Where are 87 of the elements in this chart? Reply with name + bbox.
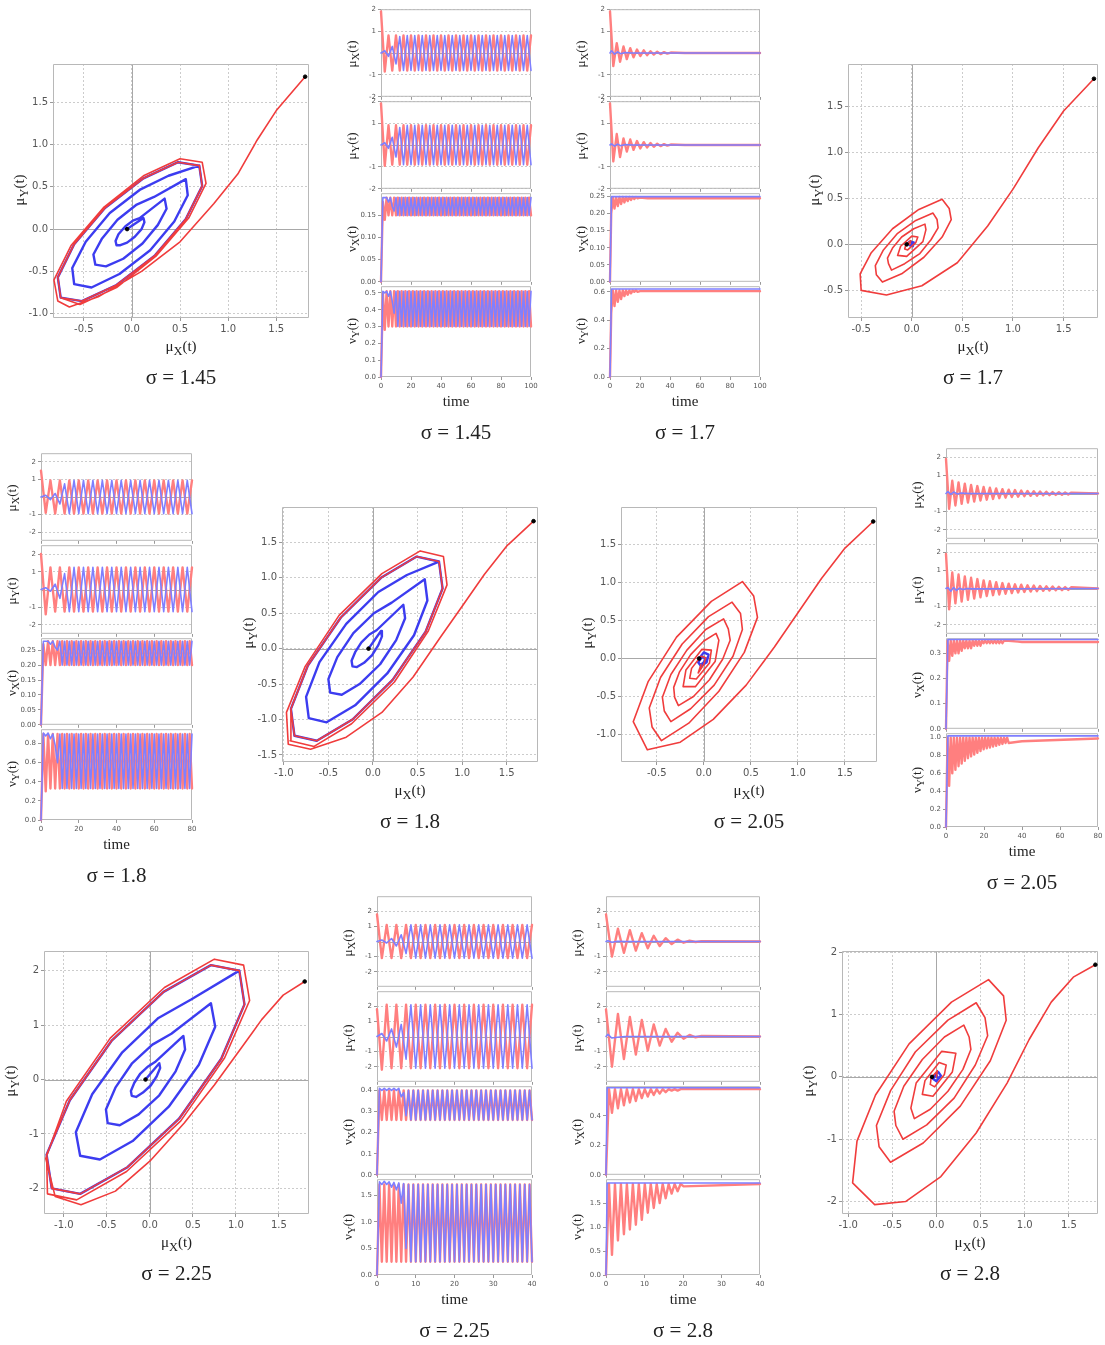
y-tick-label: 1.5	[32, 95, 48, 107]
x-tick-label: 1.0	[227, 1218, 244, 1230]
y-tick-label: -1.0	[257, 713, 277, 725]
text: σ = 2.05	[713, 809, 785, 833]
y-tick-label: -1	[827, 1132, 837, 1144]
x-tick-label: 0.5	[954, 322, 971, 334]
y-tick-label: 2	[32, 964, 39, 976]
y-tick-label: -0.5	[823, 283, 843, 295]
y-tick-label: -0.5	[257, 677, 277, 689]
y-tick-label: -0.5	[596, 690, 616, 702]
y-tick-label: 2	[830, 945, 837, 957]
x-tick-label: 0.0	[141, 1218, 158, 1230]
x-tick-label: 1.5	[270, 1218, 287, 1230]
y-tick-label: -0.5	[28, 265, 48, 277]
y-tick-label: 0.5	[32, 180, 48, 192]
text: σ = 1.8	[380, 809, 440, 833]
y-tick-label: 1.0	[827, 145, 843, 157]
x-axis-title: time	[441, 1291, 468, 1307]
y-tick-label: 1.5	[261, 536, 277, 548]
x-axis-title: μ$_{X}$(t)	[394, 782, 426, 802]
x-tick-label: 0.5	[184, 1218, 201, 1230]
x-tick-label: 1.5	[498, 766, 515, 778]
y-tick-label: -1.0	[28, 307, 48, 319]
x-tick-label: -0.5	[318, 766, 339, 778]
y-tick-label: 0.5	[261, 606, 277, 618]
x-axis-title: μ$_{X}$(t)	[165, 338, 197, 358]
text: σ = 2.8	[653, 1318, 713, 1342]
x-tick-label: 1.0	[220, 322, 237, 334]
x-tick-label: 0.0	[123, 322, 140, 334]
x-axis-title: time	[103, 836, 130, 852]
y-tick-label: 1.0	[600, 575, 616, 587]
y-tick-label: -1.5	[257, 748, 277, 760]
y-tick-label: -1	[29, 1127, 39, 1139]
x-tick-label: -0.5	[851, 322, 871, 334]
x-tick-label: 0.5	[972, 1218, 989, 1230]
x-tick-label: -1.0	[54, 1218, 74, 1230]
y-tick-label: 1.0	[261, 571, 277, 583]
y-tick-label: 0	[32, 1073, 39, 1085]
y-tick-label: -2	[29, 1182, 39, 1193]
x-tick-label: 1.0	[1005, 322, 1021, 334]
text: σ = 2.8	[940, 1261, 1000, 1285]
x-tick-label: 0.5	[409, 766, 426, 778]
y-tick-label: 0.0	[32, 222, 48, 234]
text: σ = 1.7	[943, 365, 1003, 389]
y-tick-label: 1.5	[827, 99, 843, 111]
x-tick-label: 1.5	[1055, 322, 1072, 334]
x-tick-label: -0.5	[882, 1218, 903, 1230]
text: σ = 1.45	[420, 420, 492, 444]
x-tick-label: 0.0	[903, 322, 920, 334]
x-axis-title: time	[671, 393, 699, 409]
text: σ = 2.25	[141, 1261, 212, 1285]
text: σ = 2.05	[986, 870, 1058, 894]
x-tick-label: -0.5	[74, 322, 94, 334]
x-tick-label: 0.0	[695, 766, 712, 778]
y-tick-label: -1.0	[596, 728, 616, 740]
x-tick-label: 1.0	[789, 766, 806, 778]
text: σ = 2.25	[419, 1318, 490, 1342]
text: σ = 1.7	[655, 420, 715, 444]
y-tick-label: 0.5	[600, 614, 616, 626]
y-tick-label: 0.0	[600, 652, 616, 664]
x-tick-label: 0.5	[172, 322, 188, 334]
y-tick-label: 1.5	[600, 537, 616, 549]
x-tick-label: -1.0	[274, 766, 294, 778]
y-tick-label: -2	[827, 1195, 837, 1207]
x-tick-label: -0.5	[647, 766, 667, 778]
x-axis-title: time	[442, 393, 470, 409]
y-tick-label: 1	[830, 1008, 837, 1020]
x-tick-label: 1.0	[1016, 1218, 1033, 1230]
x-tick-label: 0.5	[742, 766, 759, 778]
y-tick-label: 1	[32, 1018, 39, 1030]
y-tick-label: 0.0	[827, 237, 843, 249]
y-tick-label: 1.0	[32, 138, 48, 150]
y-tick-label: 0.0	[261, 642, 277, 654]
y-tick-label: 0.5	[827, 191, 843, 203]
x-axis-title: μ$_{X}$(t)	[733, 782, 765, 802]
x-axis-title: μ$_{X}$(t)	[957, 338, 989, 358]
y-tick-label: 0	[830, 1070, 837, 1082]
x-tick-label: -0.5	[97, 1218, 117, 1230]
text: σ = 1.8	[86, 863, 147, 887]
x-tick-label: 1.0	[454, 766, 471, 778]
x-axis-title: time	[669, 1291, 697, 1307]
x-axis-title: μ$_{X}$(t)	[954, 1234, 986, 1254]
x-axis-title: μ$_{X}$(t)	[160, 1234, 193, 1254]
x-axis-title: time	[1008, 843, 1036, 859]
x-tick-label: 1.5	[1060, 1218, 1077, 1230]
text: σ = 1.45	[145, 365, 217, 389]
x-tick-label: -1.0	[838, 1218, 858, 1230]
